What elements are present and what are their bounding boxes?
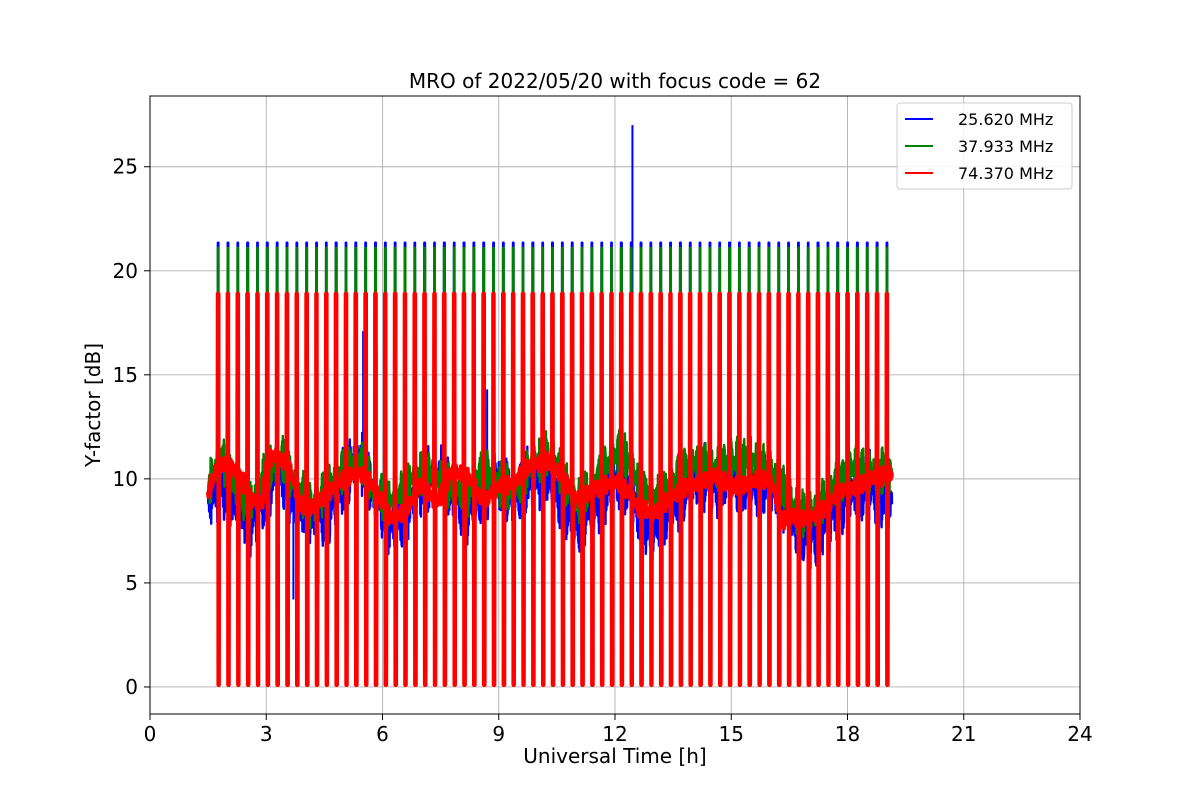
legend: 25.620 MHz 37.933 MHz 74.370 MHz <box>896 102 1073 190</box>
x-axis-label: Universal Time [h] <box>523 744 706 768</box>
legend-label: 37.933 MHz <box>958 137 1053 156</box>
x-tick-label: 21 <box>951 722 976 746</box>
series-layer <box>206 125 894 687</box>
y-tick-label: 15 <box>113 363 138 387</box>
legend-label: 25.620 MHz <box>958 110 1053 129</box>
x-tick-label: 18 <box>835 722 860 746</box>
y-axis-label: Y-factor [dB] <box>81 343 105 468</box>
x-tick-label: 15 <box>719 722 744 746</box>
y-tick-label: 0 <box>125 675 138 699</box>
x-tick-label: 24 <box>1067 722 1092 746</box>
series-line <box>206 291 894 687</box>
chart-title: MRO of 2022/05/20 with focus code = 62 <box>409 69 821 93</box>
y-tick-label: 10 <box>113 467 138 491</box>
x-tick-label: 3 <box>260 722 273 746</box>
y-tick-label: 5 <box>125 571 138 595</box>
y-tick-label: 20 <box>113 259 138 283</box>
x-tick-label: 12 <box>602 722 627 746</box>
legend-box <box>896 102 1073 190</box>
x-tick-label: 0 <box>144 722 157 746</box>
x-tick-label: 9 <box>492 722 505 746</box>
x-tick-label: 6 <box>376 722 389 746</box>
legend-label: 74.370 MHz <box>958 164 1053 183</box>
series-74-370-MHz <box>206 291 894 687</box>
ticks: 0 3 6 9 12 15 18 21 24 0 5 10 15 20 25 <box>113 155 1093 746</box>
y-tick-label: 25 <box>113 155 138 179</box>
